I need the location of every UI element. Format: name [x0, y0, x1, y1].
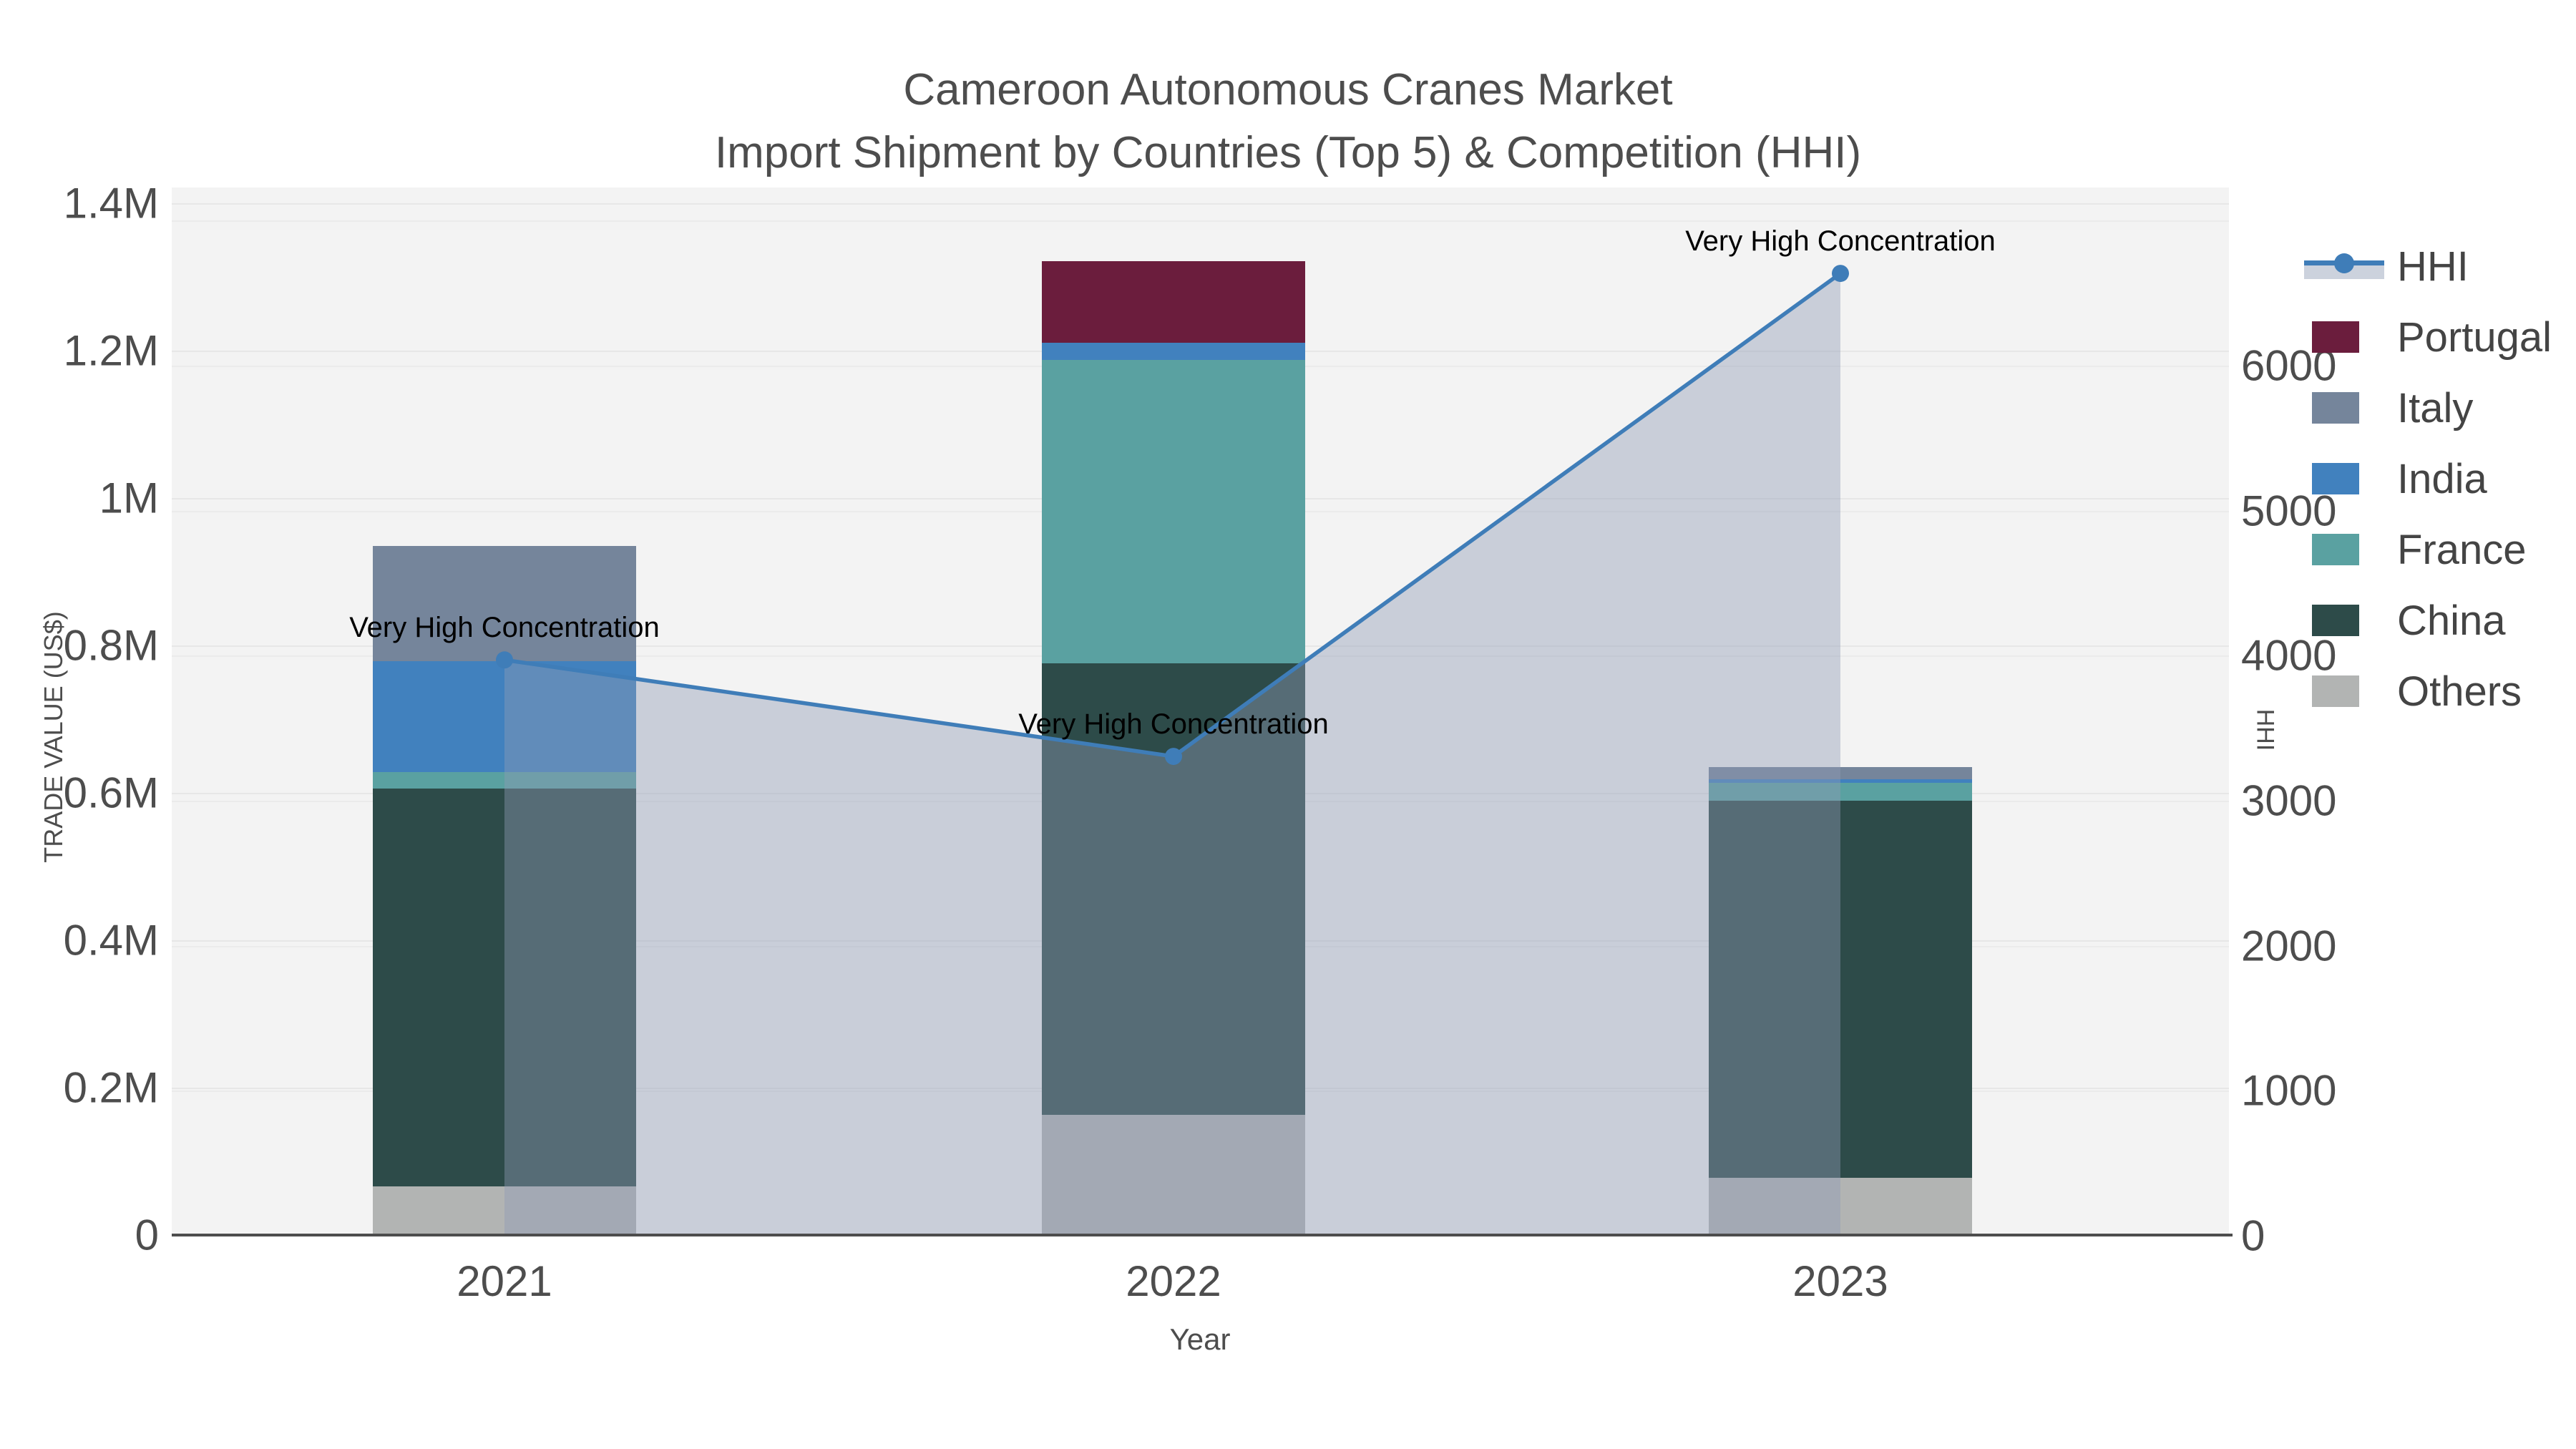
bar-segment-2021-china[interactable] [373, 788, 636, 1186]
legend-label-france: France [2397, 527, 2527, 573]
legend-swatch-india [2312, 463, 2359, 494]
y-tick-1M: 1M [99, 474, 159, 522]
y-tick-0.6M: 0.6M [63, 769, 159, 817]
y-tick-0.2M: 0.2M [63, 1063, 159, 1112]
bar-segment-2023-france[interactable] [1709, 782, 1972, 801]
annotation-2022: Very High Concentration [1018, 708, 1329, 741]
legend-label-others: Others [2397, 668, 2522, 715]
legend-label-hhi: HHI [2397, 243, 2469, 290]
annotation-2021: Very High Concentration [349, 612, 660, 644]
legend-item-india[interactable]: India [2300, 454, 2576, 504]
hhi-marker-2023[interactable] [1832, 265, 1849, 283]
legend-swatch-others [2312, 675, 2359, 707]
y2-tick-5000: 5000 [2241, 487, 2337, 535]
legend-item-others[interactable]: Others [2300, 666, 2576, 716]
gridline-y2-7 [172, 220, 2229, 223]
y2-tick-0: 0 [2241, 1211, 2265, 1260]
bar-segment-2021-others[interactable] [373, 1186, 636, 1235]
y2-tick-2000: 2000 [2241, 922, 2337, 970]
y2-tick-4000: 4000 [2241, 631, 2337, 680]
hhi-marker-2021[interactable] [496, 651, 513, 669]
y2-tick-1000: 1000 [2241, 1066, 2337, 1115]
legend-item-china[interactable]: China [2300, 595, 2576, 645]
legend-swatch-china [2312, 605, 2359, 636]
bar-segment-2023-others[interactable] [1709, 1177, 1972, 1235]
chart-title-line1: Cameroon Autonomous Cranes Market [903, 65, 1673, 114]
legend-item-france[interactable]: France [2300, 525, 2576, 575]
legend-item-italy[interactable]: Italy [2300, 383, 2576, 433]
y-tick-0: 0 [135, 1211, 159, 1259]
x-tick-2022: 2022 [1126, 1257, 1221, 1305]
legend-swatch-portugal [2312, 321, 2359, 353]
y-tick-1.4M: 1.4M [63, 179, 159, 228]
chart-title-line2: Import Shipment by Countries (Top 5) & C… [714, 128, 1862, 177]
x-axis-title: Year [1169, 1322, 1231, 1356]
hhi-legend-marker-icon [2334, 253, 2354, 273]
bar-segment-2022-india[interactable] [1042, 342, 1305, 361]
x-axis-line [172, 1234, 2233, 1236]
bar-segment-2021-france[interactable] [373, 772, 636, 789]
y-tick-0.8M: 0.8M [63, 621, 159, 670]
x-tick-2021: 2021 [457, 1257, 552, 1305]
y-tick-0.4M: 0.4M [63, 916, 159, 965]
bar-segment-2022-portugal[interactable] [1042, 261, 1305, 343]
bar-segment-2023-india[interactable] [1709, 779, 1972, 783]
hhi-marker-2022[interactable] [1165, 748, 1182, 766]
bar-segment-2022-others[interactable] [1042, 1115, 1305, 1235]
bar-segment-2023-china[interactable] [1709, 801, 1972, 1178]
y-tick-1.2M: 1.2M [63, 326, 159, 375]
legend-label-portugal: Portugal [2397, 314, 2552, 361]
bar-segment-2021-india[interactable] [373, 660, 636, 773]
gridline-y-7 [172, 203, 2229, 205]
y2-tick-3000: 3000 [2241, 776, 2337, 825]
legend-swatch-italy [2312, 392, 2359, 424]
legend-swatch-france [2312, 534, 2359, 565]
x-tick-2023: 2023 [1792, 1257, 1888, 1305]
legend-label-italy: Italy [2397, 385, 2474, 431]
legend-item-portugal[interactable]: Portugal [2300, 312, 2576, 362]
legend-label-india: India [2397, 456, 2487, 502]
chart-title: Cameroon Autonomous Cranes Market Import… [0, 59, 2576, 185]
y2-axis-title: HHI [2251, 708, 2279, 751]
annotation-2023: Very High Concentration [1685, 225, 1996, 258]
legend-item-hhi[interactable]: HHI [2300, 241, 2576, 291]
bar-segment-2022-france[interactable] [1042, 360, 1305, 663]
bar-segment-2023-italy[interactable] [1709, 766, 1972, 780]
hhi-legend-glyph [2304, 250, 2384, 282]
legend-label-china: China [2397, 597, 2506, 644]
